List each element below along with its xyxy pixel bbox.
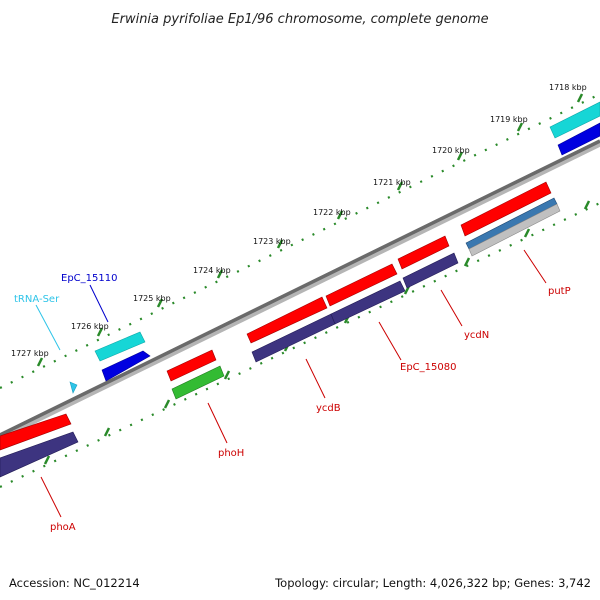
chromosome-backbone-core: [0, 139, 600, 437]
phoa-callout: [40, 476, 62, 518]
putp-cds-bar: [460, 181, 552, 237]
major-ticks: [36, 93, 591, 465]
gene-label-phoa: phoA: [50, 522, 76, 533]
tick-label: 1719 kbp: [490, 115, 528, 124]
ycdn-cds-bar: [397, 235, 450, 270]
tick-label: 1720 kbp: [432, 146, 470, 155]
epc15080-gene-bar: [330, 280, 406, 325]
putp-gene-shadow: [468, 203, 561, 257]
edge-cyan-bar: [549, 101, 600, 139]
tick-label: 1721 kbp: [373, 178, 411, 187]
outer-tick-ring: [0, 93, 600, 389]
epc15110-gene-bar: [101, 350, 151, 382]
gene-label-epc15110: EpC_15110: [61, 273, 117, 284]
inner-tick-ring: [0, 202, 600, 488]
genome-summary-text: Topology: circular; Length: 4,026,322 bp…: [274, 576, 591, 590]
putp-callout: [523, 249, 547, 284]
gene-features: [0, 101, 600, 478]
epc15110-callout: [89, 284, 109, 323]
phoh-gene-bar: [171, 365, 225, 400]
tick-labels: 1718 kbp 1719 kbp 1720 kbp 1721 kbp 1722…: [11, 83, 587, 358]
phoa-gene-bar: [0, 431, 79, 478]
ycdb-callout: [305, 358, 326, 399]
tick-label: 1725 kbp: [133, 294, 171, 303]
phoh-callout: [207, 402, 228, 444]
tick-label: 1727 kbp: [11, 349, 49, 358]
ycdn-gene-bar: [402, 252, 459, 289]
gene-label-epc15080: EpC_15080: [400, 362, 456, 373]
trna-ser-feature: [69, 381, 78, 394]
gene-label-ycdn: ycdN: [464, 330, 489, 341]
epc15110-product-bar: [94, 331, 146, 362]
trna-ser-callout: [35, 304, 61, 351]
gene-label-putp: putP: [548, 286, 571, 297]
tick-label: 1724 kbp: [193, 266, 231, 275]
ycdb-cds-bar: [246, 296, 328, 344]
chromosome-backbone: [0, 139, 600, 441]
phoa-cds-bar: [0, 413, 72, 451]
tick-label: 1722 kbp: [313, 208, 351, 217]
gene-label-ycdb: ycdB: [316, 403, 341, 414]
epc15080-cds-bar: [325, 263, 398, 307]
epc15080-callout: [378, 321, 402, 361]
map-title: Erwinia pyrifoliae Ep1/96 chromosome, co…: [111, 12, 488, 27]
phoh-cds-bar: [166, 349, 217, 382]
edge-blue-bar: [557, 122, 600, 156]
tick-label: 1723 kbp: [253, 237, 291, 246]
gene-label-phoh: phoH: [218, 448, 244, 459]
tick-label: 1726 kbp: [71, 322, 109, 331]
gene-label-trna-ser: tRNA-Ser: [14, 294, 60, 305]
ycdn-callout: [440, 289, 463, 327]
callout-lines: [35, 249, 547, 518]
tick-label: 1718 kbp: [549, 83, 587, 92]
accession-text: Accession: NC_012214: [9, 576, 140, 590]
gene-labels: tRNA-Ser EpC_15110 phoA phoH ycdB EpC_15…: [14, 273, 571, 533]
